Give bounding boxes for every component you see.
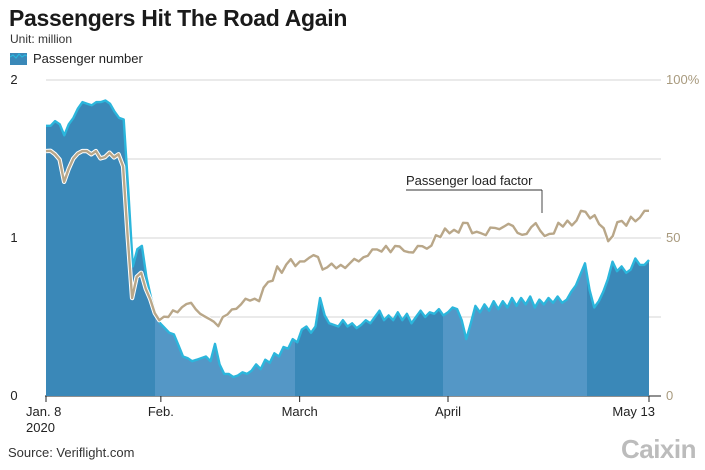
- passenger-number-outline: [46, 99, 650, 379]
- x-tick-label: May 13: [612, 404, 655, 419]
- x-tick-label: Feb.: [148, 404, 174, 419]
- area-band-1: [155, 100, 295, 396]
- caixin-logo: Caixin: [620, 434, 697, 464]
- x-tick-label: Jan. 8: [26, 404, 61, 419]
- area-band-2: [295, 100, 443, 396]
- chart-title: Passengers Hit The Road Again: [9, 5, 348, 31]
- x-tick-label: March: [282, 404, 318, 419]
- load-factor-line: [45, 149, 649, 328]
- y-right-tick-label: 100%: [666, 72, 700, 87]
- y-right-tick-label: 0: [666, 388, 673, 403]
- legend-swatch: [9, 52, 28, 65]
- y-left-tick-label: 2: [10, 72, 17, 87]
- source-note: Source: Veriflight.com: [8, 445, 135, 460]
- unit-label: Unit: million: [10, 32, 73, 46]
- y-left-tick-label: 1: [10, 230, 17, 245]
- y-left-tick-label: 0: [10, 388, 17, 403]
- area-band-0: [46, 100, 155, 396]
- y-right-tick-label: 50: [666, 230, 680, 245]
- legend-label: Passenger number: [33, 51, 143, 66]
- x-tick-label: April: [435, 404, 461, 419]
- annotation-load-factor: Passenger load factor: [406, 173, 533, 188]
- legend: Passenger number: [9, 51, 143, 66]
- x-tick-sublabel: 2020: [26, 420, 55, 435]
- area-band-4: [587, 100, 649, 396]
